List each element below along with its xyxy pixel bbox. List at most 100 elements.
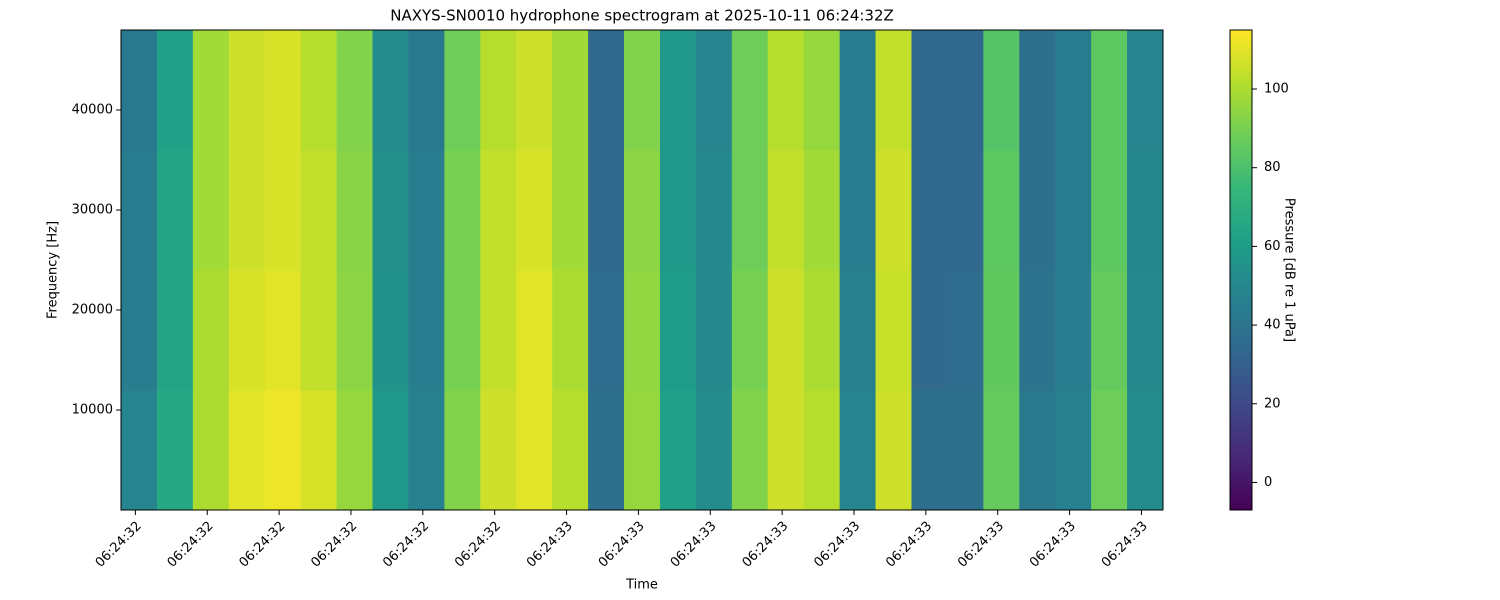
heatmap-cell: [839, 390, 877, 511]
y-tick-label: 10000: [72, 403, 113, 418]
heatmap-cell: [1019, 30, 1056, 151]
colorbar-label: Pressure [dB re 1 uPa]: [1282, 198, 1297, 342]
x-axis-label: Time: [625, 578, 658, 593]
heatmap-cell: [875, 390, 912, 511]
y-axis-label: Frequency [Hz]: [46, 221, 61, 319]
heatmap-cell: [121, 30, 158, 151]
heatmap-cell: [803, 270, 841, 391]
heatmap-cell: [228, 150, 266, 271]
heatmap-cell: [1055, 150, 1092, 271]
colorbar-tick-label: 100: [1264, 82, 1289, 97]
x-tick-label: 06:24:33: [668, 519, 720, 571]
heatmap-cell: [731, 30, 769, 151]
colorbar-tick-label: 0: [1264, 475, 1272, 490]
heatmap-cell: [875, 150, 912, 271]
heatmap-cell: [659, 150, 697, 271]
heatmap-cell: [228, 30, 266, 151]
heatmap-cell: [875, 270, 912, 391]
x-tick-label: 06:24:33: [1027, 519, 1079, 571]
heatmap-cell: [444, 30, 481, 151]
heatmap-cell: [192, 30, 230, 151]
heatmap-cell: [624, 270, 661, 391]
y-tick-label: 40000: [72, 103, 113, 118]
colorbar-tick-label: 40: [1264, 318, 1281, 333]
heatmap-cell: [336, 150, 374, 271]
colorbar-tick-label: 20: [1264, 396, 1281, 411]
heatmap-cell: [480, 30, 517, 151]
heatmap-cell: [767, 30, 805, 151]
heatmap-cell: [767, 150, 805, 271]
heatmap-cell: [228, 270, 266, 391]
heatmap-cell: [552, 150, 589, 271]
heatmap-cell: [911, 390, 948, 511]
heatmap-cell: [516, 270, 553, 391]
heatmap-cell: [516, 30, 553, 151]
heatmap-cell: [300, 390, 338, 511]
colorbar-tick-label: 60: [1264, 239, 1281, 254]
heatmap-cell: [588, 390, 625, 511]
heatmap-cell: [408, 30, 445, 151]
heatmap-cell: [803, 150, 841, 271]
heatmap-cell: [192, 270, 230, 391]
x-tick-label: 06:24:32: [93, 519, 145, 571]
colorbar: [1229, 29, 1253, 511]
heatmap-cell: [408, 150, 445, 271]
heatmap-cell: [336, 270, 374, 391]
heatmap-cell: [659, 390, 697, 511]
x-tick-label: 06:24:32: [165, 519, 217, 571]
heatmap-cell: [264, 390, 302, 511]
heatmap-cell: [659, 270, 697, 391]
heatmap-cell: [264, 150, 302, 271]
heatmap-cell: [300, 30, 338, 151]
heatmap-cell: [300, 150, 338, 271]
heatmap-cell: [408, 270, 445, 391]
heatmap-cell: [336, 30, 374, 151]
heatmap-cell: [983, 390, 1020, 511]
heatmap-cell: [516, 390, 553, 511]
heatmap-cell: [1055, 30, 1092, 151]
x-tick-label: 06:24:33: [811, 519, 863, 571]
y-tick-label: 30000: [72, 203, 113, 218]
heatmap-cell: [552, 30, 589, 151]
heatmap-cell: [192, 150, 230, 271]
heatmap-cell: [121, 150, 158, 271]
heatmap-cell: [695, 270, 733, 391]
heatmap-cell: [300, 270, 338, 391]
heatmap-cell: [192, 390, 230, 511]
heatmap-cell: [947, 390, 984, 511]
heatmap-cell: [695, 150, 733, 271]
heatmap-cell: [588, 270, 625, 391]
heatmap-cell: [228, 390, 266, 511]
x-tick-label: 06:24:33: [596, 519, 648, 571]
heatmap-cell: [731, 150, 769, 271]
heatmap-cell: [1091, 390, 1128, 511]
y-tick-label: 20000: [72, 303, 113, 318]
x-tick-label: 06:24:32: [237, 519, 289, 571]
x-tick-label: 06:24:33: [1099, 519, 1151, 571]
heatmap-cell: [516, 150, 553, 271]
heatmap-cell: [839, 30, 877, 151]
heatmap-cell: [947, 270, 984, 391]
heatmap-cell: [444, 150, 481, 271]
heatmap-cell: [552, 270, 589, 391]
x-tick-label: 06:24:33: [883, 519, 935, 571]
heatmap-cell: [731, 270, 769, 391]
colorbar-tick-label: 80: [1264, 160, 1281, 175]
heatmap-cell: [1127, 30, 1164, 151]
heatmap-cell: [803, 30, 841, 151]
heatmap-cell: [1091, 270, 1128, 391]
heatmap-cell: [444, 270, 481, 391]
heatmap-cell: [336, 390, 374, 511]
heatmap-cell: [695, 30, 733, 151]
heatmap-cell: [624, 30, 661, 151]
heatmap-cell: [731, 390, 769, 511]
x-tick-label: 06:24:32: [452, 519, 504, 571]
heatmap-cell: [624, 150, 661, 271]
heatmap-cell: [983, 30, 1020, 151]
heatmap-cell: [839, 150, 877, 271]
plot-frame: [120, 29, 1164, 511]
heatmap-cell: [372, 30, 409, 151]
heatmap-cell: [911, 270, 948, 391]
heatmap-cell: [1127, 150, 1164, 271]
